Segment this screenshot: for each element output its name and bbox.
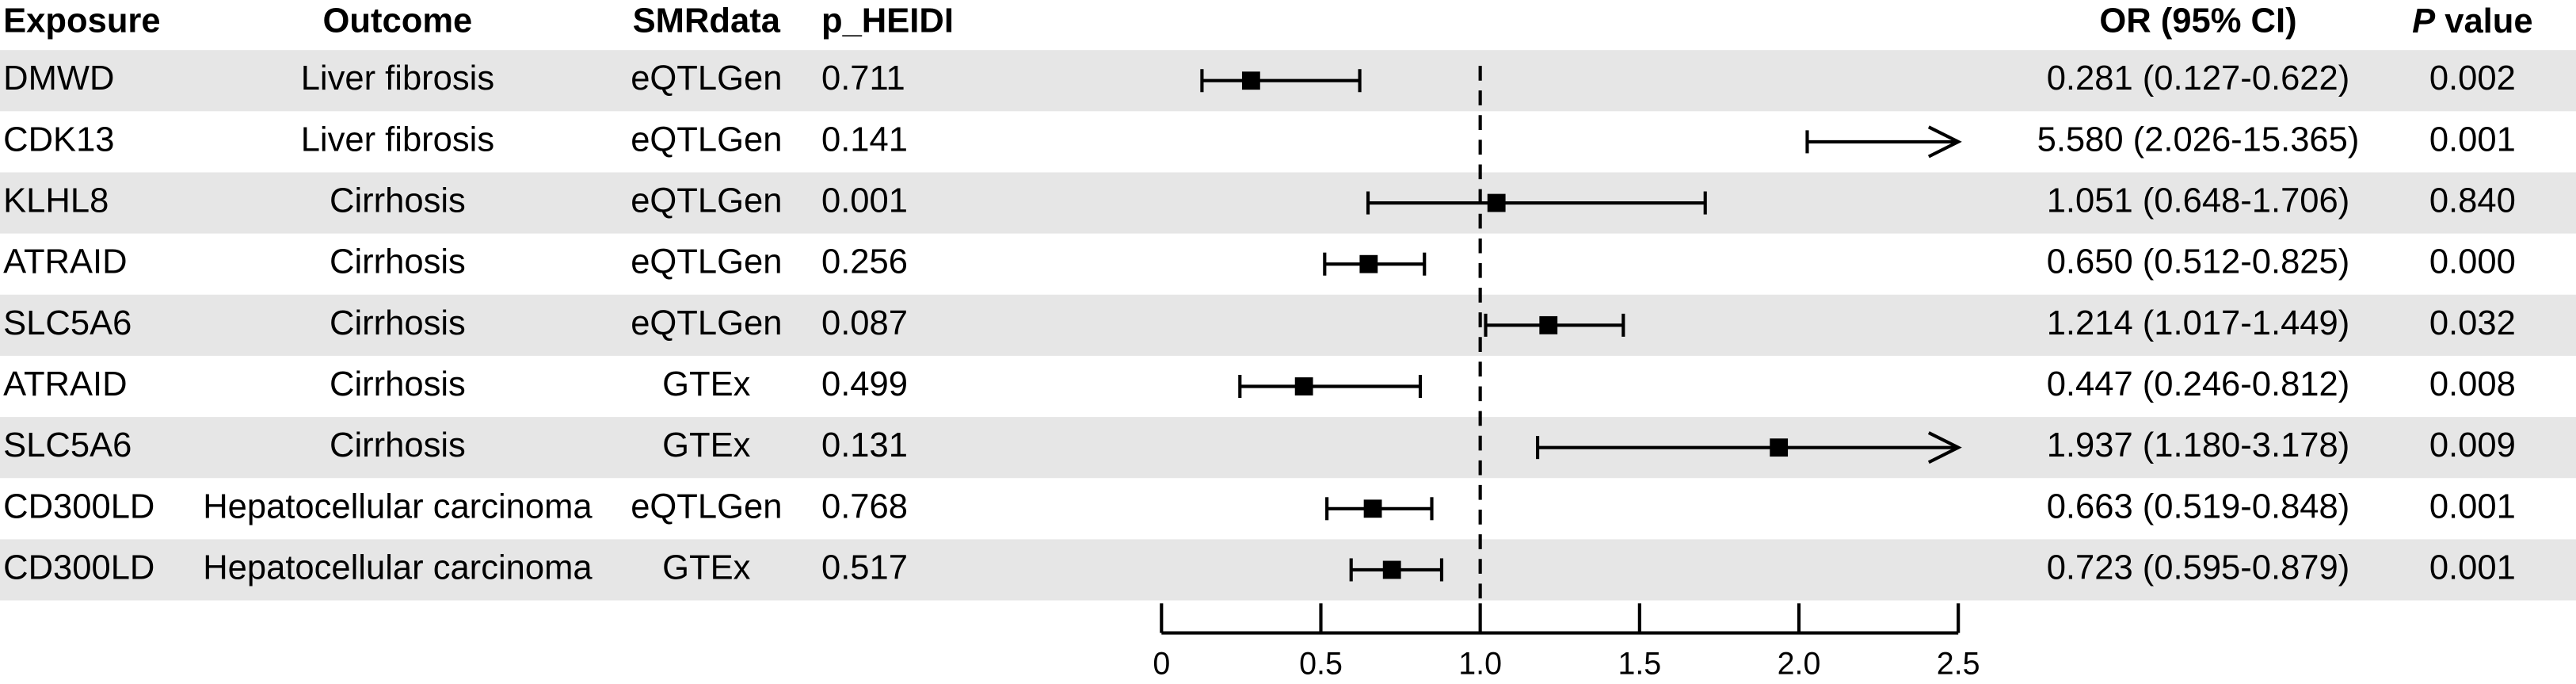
x-tick-label: 0.5 <box>1299 646 1343 681</box>
header-exposure: Exposure <box>3 2 160 40</box>
row-stripe <box>0 172 2576 234</box>
p-value: 0.001 <box>2429 548 2516 587</box>
row-stripe <box>0 417 2576 479</box>
p-heidi: 0.001 <box>821 182 908 220</box>
smrdata: eQTLGen <box>631 304 782 342</box>
header-p-rest: value <box>2435 2 2532 40</box>
or-ci: 5.580 (2.026-15.365) <box>2037 120 2360 159</box>
smrdata: GTEx <box>662 548 751 587</box>
point-estimate <box>1539 315 1558 334</box>
p-heidi: 0.711 <box>821 59 905 97</box>
point-estimate <box>1382 560 1401 579</box>
outcome: Cirrhosis <box>330 243 466 281</box>
x-tick-label: 1.5 <box>1618 646 1661 681</box>
p-value: 0.001 <box>2429 487 2516 525</box>
exposure: DMWD <box>3 59 114 97</box>
exposure: CD300LD <box>3 487 154 525</box>
outcome: Liver fibrosis <box>301 59 494 97</box>
x-tick-label: 1.0 <box>1458 646 1502 681</box>
smrdata: GTEx <box>662 365 751 403</box>
smrdata: eQTLGen <box>631 182 782 220</box>
header-or: OR (95% CI) <box>2099 2 2296 40</box>
smrdata: GTEx <box>662 426 751 464</box>
or-ci: 0.281 (0.127-0.622) <box>2047 59 2350 97</box>
p-value: 0.840 <box>2429 182 2516 220</box>
outcome: Hepatocellular carcinoma <box>203 487 593 525</box>
header-heidi: p_HEIDI <box>821 2 954 40</box>
p-heidi: 0.087 <box>821 304 908 342</box>
header-p: P value <box>2412 2 2533 40</box>
p-value: 0.032 <box>2429 304 2516 342</box>
outcome: Cirrhosis <box>330 304 466 342</box>
header-smrdata: SMRdata <box>633 2 781 40</box>
point-estimate <box>1770 438 1789 457</box>
outcome: Cirrhosis <box>330 182 466 220</box>
p-value: 0.002 <box>2429 59 2516 97</box>
p-heidi: 0.768 <box>821 487 908 525</box>
p-heidi: 0.517 <box>821 548 908 587</box>
smrdata: eQTLGen <box>631 120 782 159</box>
or-ci: 0.447 (0.246-0.812) <box>2047 365 2350 403</box>
p-value: 0.009 <box>2429 426 2516 464</box>
exposure: SLC5A6 <box>3 304 131 342</box>
p-value: 0.000 <box>2429 243 2516 281</box>
p-heidi: 0.256 <box>821 243 908 281</box>
header-outcome: Outcome <box>323 2 473 40</box>
exposure: CDK13 <box>3 120 114 159</box>
or-ci: 0.663 (0.519-0.848) <box>2047 487 2350 525</box>
exposure: KLHL8 <box>3 182 109 220</box>
row-stripe <box>0 294 2576 356</box>
point-estimate <box>1359 254 1378 273</box>
exposure: CD300LD <box>3 548 154 587</box>
p-heidi: 0.499 <box>821 365 908 403</box>
smrdata: eQTLGen <box>631 243 782 281</box>
point-estimate <box>1294 377 1313 395</box>
exposure: ATRAID <box>3 365 127 403</box>
p-value: 0.008 <box>2429 365 2516 403</box>
x-tick-label: 2.0 <box>1778 646 1821 681</box>
exposure: ATRAID <box>3 243 127 281</box>
smrdata: eQTLGen <box>631 59 782 97</box>
or-ci: 0.650 (0.512-0.825) <box>2047 243 2350 281</box>
outcome: Liver fibrosis <box>301 120 494 159</box>
point-estimate <box>1487 193 1506 212</box>
stripes <box>0 50 2576 601</box>
or-ci: 1.214 (1.017-1.449) <box>2047 304 2350 342</box>
point-estimate <box>1363 499 1382 518</box>
ci-arrow <box>1927 431 1962 464</box>
ci-arrow <box>1927 125 1962 159</box>
point-estimate <box>1241 71 1260 90</box>
or-ci: 1.051 (0.648-1.706) <box>2047 182 2350 220</box>
p-value: 0.001 <box>2429 120 2516 159</box>
exposure: SLC5A6 <box>3 426 131 464</box>
smrdata: eQTLGen <box>631 487 782 525</box>
header-p-italic: P <box>2412 2 2436 40</box>
x-tick-label: 0 <box>1153 646 1170 681</box>
x-tick-label: 2.5 <box>1937 646 1980 681</box>
p-heidi: 0.141 <box>821 120 908 159</box>
p-heidi: 0.131 <box>821 426 908 464</box>
or-ci: 1.937 (1.180-3.178) <box>2047 426 2350 464</box>
outcome: Cirrhosis <box>330 365 466 403</box>
or-ci: 0.723 (0.595-0.879) <box>2047 548 2350 587</box>
outcome: Cirrhosis <box>330 426 466 464</box>
outcome: Hepatocellular carcinoma <box>203 548 593 587</box>
row-stripe <box>0 539 2576 601</box>
